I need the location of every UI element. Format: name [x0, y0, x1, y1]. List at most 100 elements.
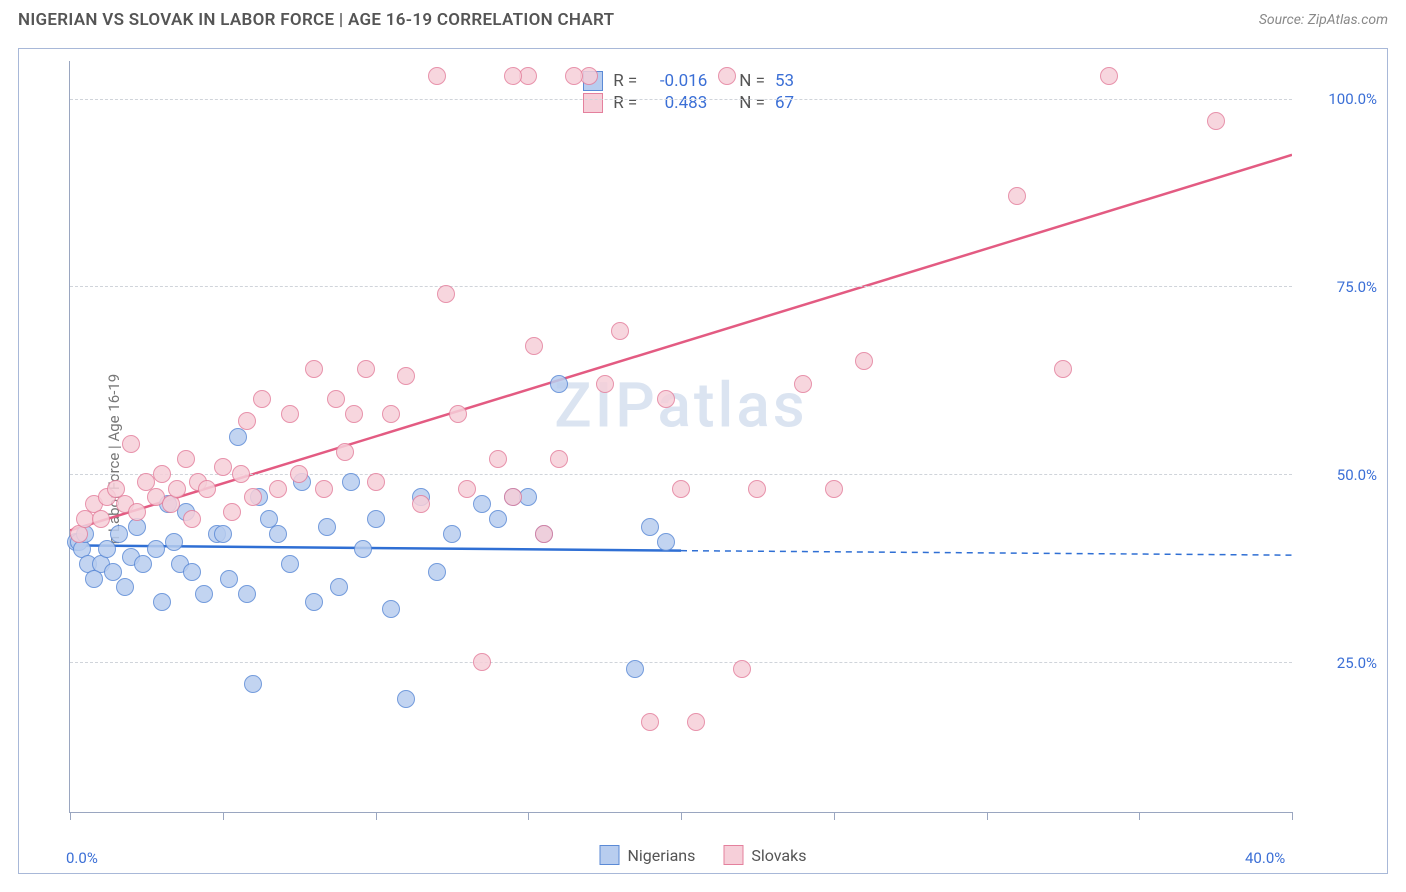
correlation-annotation: R =-0.016N =53R =0.483N =67 [583, 69, 794, 115]
gridline [70, 662, 1292, 663]
data-point [397, 367, 415, 385]
legend-label: Slovaks [751, 846, 806, 865]
data-point [473, 653, 491, 671]
data-point [122, 435, 140, 453]
data-point [269, 525, 287, 543]
data-point [473, 495, 491, 513]
data-point [281, 555, 299, 573]
data-point [641, 713, 659, 731]
data-point [214, 458, 232, 476]
data-point [504, 488, 522, 506]
data-point [382, 405, 400, 423]
x-tick [528, 812, 529, 820]
data-point [855, 352, 873, 370]
watermark: ZIPatlas [554, 370, 807, 443]
r-value: 0.483 [647, 93, 707, 113]
trend-lines [70, 61, 1292, 812]
y-tick-label: 50.0% [1337, 466, 1377, 484]
data-point [244, 675, 262, 693]
data-point [104, 563, 122, 581]
n-value: 67 [775, 93, 794, 113]
data-point [596, 375, 614, 393]
data-point [1207, 112, 1225, 130]
legend-item: Slovaks [723, 845, 806, 865]
data-point [1008, 187, 1026, 205]
data-point [92, 510, 110, 528]
data-point [428, 67, 446, 85]
data-point [238, 585, 256, 603]
x-tick [1139, 812, 1140, 820]
gridline [70, 99, 1292, 100]
data-point [1054, 360, 1072, 378]
data-point [825, 480, 843, 498]
x-tick [987, 812, 988, 820]
data-point [147, 540, 165, 558]
x-tick [681, 812, 682, 820]
data-point [437, 285, 455, 303]
data-point [177, 450, 195, 468]
data-point [290, 465, 308, 483]
data-point [232, 465, 250, 483]
x-tick-label: 0.0% [66, 849, 98, 867]
n-label: N = [739, 71, 765, 91]
annotation-row: R =-0.016N =53 [583, 71, 794, 91]
legend-item: Nigerians [600, 845, 696, 865]
x-tick [70, 812, 71, 820]
data-point [458, 480, 476, 498]
data-point [687, 713, 705, 731]
data-point [428, 563, 446, 581]
data-point [550, 375, 568, 393]
data-point [657, 390, 675, 408]
source-label: Source: ZipAtlas.com [1259, 12, 1388, 28]
data-point [168, 480, 186, 498]
data-point [220, 570, 238, 588]
data-point [794, 375, 812, 393]
data-point [244, 488, 262, 506]
data-point [253, 390, 271, 408]
data-point [611, 322, 629, 340]
x-tick [223, 812, 224, 820]
data-point [748, 480, 766, 498]
data-point [367, 510, 385, 528]
y-tick-label: 75.0% [1337, 278, 1377, 296]
chart-title: NIGERIAN VS SLOVAK IN LABOR FORCE | AGE … [18, 10, 614, 30]
data-point [318, 518, 336, 536]
data-point [718, 67, 736, 85]
r-value: -0.016 [647, 71, 707, 91]
data-point [489, 510, 507, 528]
annotation-row: R = 0.483 N = 67 [583, 93, 794, 113]
data-point [214, 525, 232, 543]
data-point [565, 67, 583, 85]
data-point [238, 412, 256, 430]
chart-container: In Labor Force | Age 16-19 ZIPatlas R =-… [18, 48, 1388, 874]
data-point [357, 360, 375, 378]
legend-label: Nigerians [628, 846, 696, 865]
data-point [315, 480, 333, 498]
data-point [98, 540, 116, 558]
data-point [641, 518, 659, 536]
data-point [1100, 67, 1118, 85]
n-label: N = [739, 93, 765, 113]
data-point [327, 390, 345, 408]
data-point [165, 533, 183, 551]
data-point [110, 525, 128, 543]
data-point [183, 563, 201, 581]
r-label: R = [613, 93, 637, 113]
r-label: R = [613, 71, 637, 91]
series-swatch [583, 93, 603, 113]
data-point [367, 473, 385, 491]
data-point [183, 510, 201, 528]
plot-area: ZIPatlas R =-0.016N =53R =0.483N =67 [69, 61, 1292, 813]
data-point [305, 593, 323, 611]
data-point [134, 555, 152, 573]
y-tick-label: 25.0% [1337, 654, 1377, 672]
data-point [382, 600, 400, 618]
data-point [128, 503, 146, 521]
data-point [260, 510, 278, 528]
data-point [489, 450, 507, 468]
x-tick-label: 40.0% [1245, 849, 1285, 867]
data-point [342, 473, 360, 491]
data-point [195, 585, 213, 603]
y-tick-label: 100.0% [1328, 90, 1377, 108]
trend-line-extrapolated [681, 551, 1292, 556]
